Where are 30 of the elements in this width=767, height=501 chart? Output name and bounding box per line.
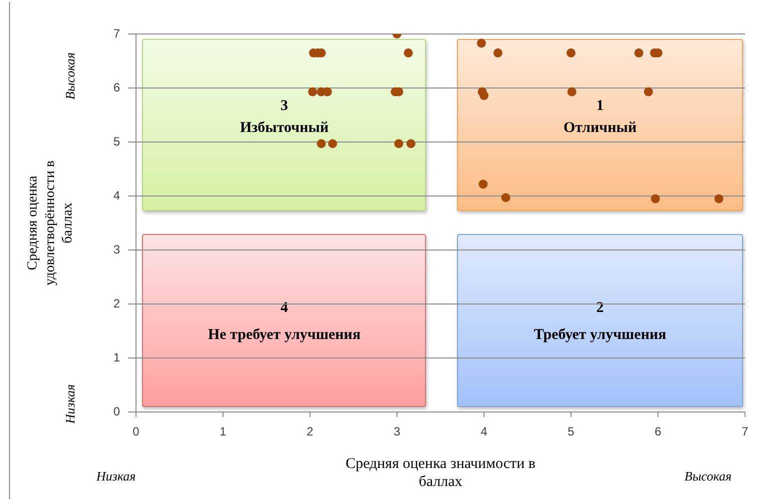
quadrant-box: 3 Избыточный [142,39,426,212]
text: Высокая [684,468,732,484]
x-tick-label: 2 [306,424,314,439]
x-tick-label: 4 [480,424,488,439]
annotation: 3 [280,96,290,115]
y-tick-label: 7 [113,26,120,40]
y-tick-label: 2 [113,296,120,310]
annotation: 1 [595,96,605,115]
quadrant-box: 1 Отличный [456,39,744,212]
x-tick-label: 3 [394,424,401,439]
text: Низкая [96,468,136,484]
y-tick-label: 5 [113,134,120,148]
x-tick-label: 6 [654,424,662,439]
annotation: Избыточный [238,118,330,137]
y-axis-title: Средняя оценка удовлетворённости в баллах [25,160,76,286]
x-tick-label: 5 [568,424,575,439]
y-tick-label: 0 [113,404,120,418]
x-tick-label: 0 [132,424,140,439]
text: Высокая [62,52,78,100]
y-tick-label: 6 [113,80,120,94]
y-tick-label: 1 [113,350,120,364]
y-tick-label: 3 [113,242,120,256]
text: Низкая [62,384,78,424]
annotation: Не требует улучшения [206,326,362,344]
y-tick-label: 4 [113,188,120,202]
x-tick-label: 7 [742,424,749,439]
x-axis-title: Средняя оценка значимости в баллах [346,456,536,490]
annotation: Требует улучшения [532,326,668,344]
annotation: Отличный [562,118,638,137]
x-tick-label: 1 [220,424,227,439]
